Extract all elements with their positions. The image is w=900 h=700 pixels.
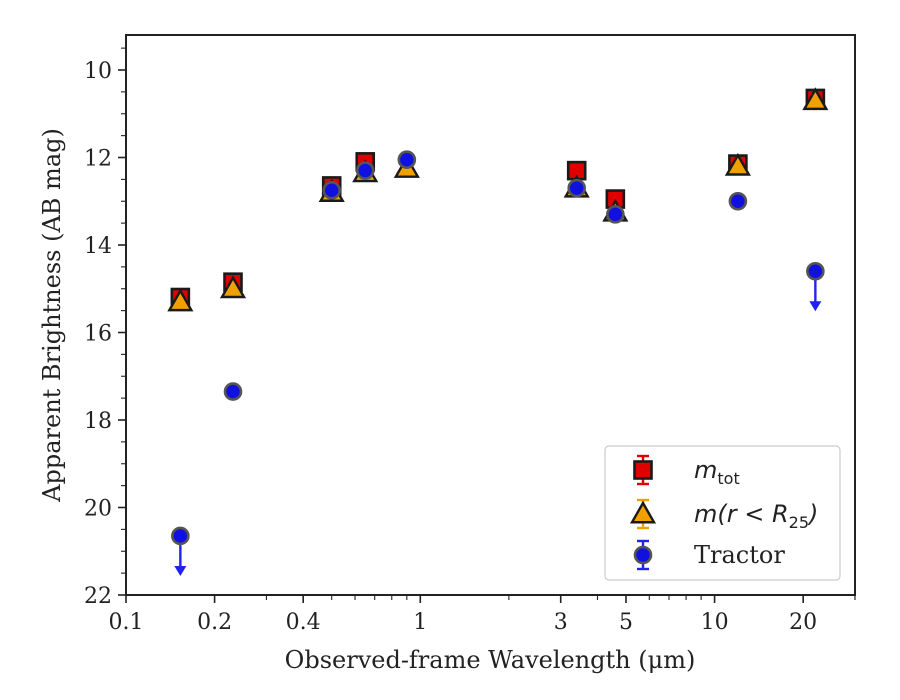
x-tick-label: 20 [789,610,817,635]
data-point [802,87,829,111]
x-tick-label: 1 [413,610,427,635]
plot-area [167,87,829,576]
data-point [806,261,825,281]
y-tick-label: 18 [84,409,112,434]
legend-marker [633,545,653,565]
legend-marker [629,500,657,524]
upper-limit-arrow-head [174,565,187,576]
data-point [724,152,751,176]
x-tick-label: 0.2 [197,610,232,635]
series-circle [171,150,825,576]
y-tick-label: 16 [84,322,112,347]
x-tick-label: 0.1 [109,610,144,635]
data-point [223,382,243,401]
y-axis-label: Apparent Brightness (AB mag) [38,128,66,503]
data-point [171,526,190,546]
y-tick-label: 14 [84,234,112,259]
data-point [322,181,342,200]
y-tick-label: 12 [84,147,112,172]
y-tick-label: 22 [84,584,112,609]
x-tick-label: 10 [701,610,729,635]
series-square [170,88,826,308]
y-axis-ticks: 10 12 14 16 18 20 22 [84,47,126,609]
y-tick-label: 20 [84,497,112,522]
legend-label: Tractor [694,541,785,569]
y-tick-label: 10 [84,59,112,84]
legend-marker [633,460,653,480]
x-axis-ticks: 0.1 0.2 0.4 1 3 5 10 20 [109,595,856,635]
x-tick-label: 3 [554,610,568,635]
legend: mtot m(r < R25) Tractor [604,445,841,581]
x-tick-label: 5 [619,610,633,635]
data-point [355,161,375,180]
data-point [606,205,625,224]
legend-box [604,445,841,581]
axes-frame [125,34,856,596]
data-point [728,191,748,211]
series-triangle [167,87,829,312]
x-axis-label: Observed-frame Wavelength (μm) [285,646,696,674]
data-point [219,275,247,299]
legend-label: mtot [694,456,740,488]
data-point [397,150,417,169]
legend-label: m(r < R25) [694,500,818,532]
data-point [167,288,194,312]
data-point [567,178,587,198]
x-tick-label: 0.4 [286,610,321,635]
upper-limit-arrow-head [809,301,822,312]
